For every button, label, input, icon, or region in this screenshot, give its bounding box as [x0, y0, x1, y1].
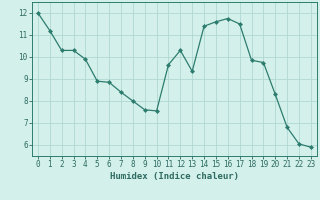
- X-axis label: Humidex (Indice chaleur): Humidex (Indice chaleur): [110, 172, 239, 181]
